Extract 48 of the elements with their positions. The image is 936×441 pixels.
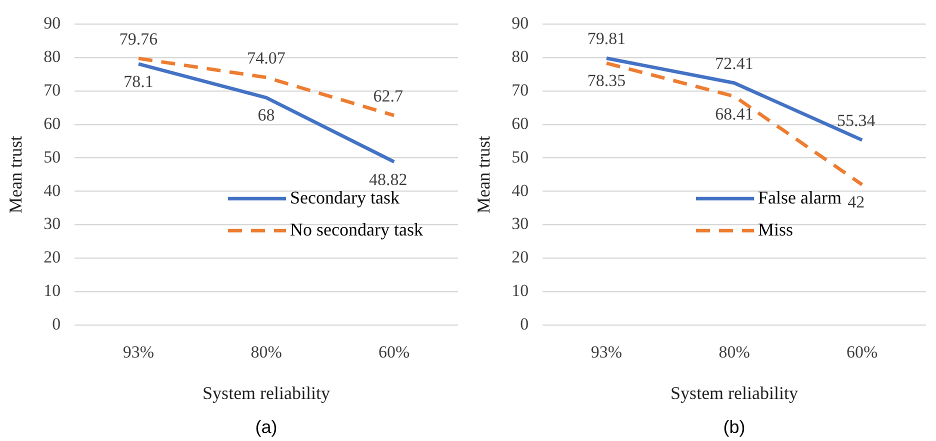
data-label: 78.35 [587,71,626,90]
x-axis-title: System reliability [670,382,798,403]
text: (b) [723,416,746,437]
x-tick-label: 60% [378,342,410,362]
data-label: 62.7 [373,86,404,106]
data-label: 48.82 [368,170,408,189]
y-axis-title: Mean trust [474,136,494,214]
legend-label: False alarm [758,187,842,208]
data-label: 68 [258,106,275,125]
y-tick-label: 20 [44,248,61,267]
x-tick-label: 60% [846,342,878,362]
x-tick-label: 93% [122,342,154,362]
x-tick-label: 80% [250,342,282,362]
data-label: 74.07 [247,48,286,68]
y-tick-label: 80 [512,47,529,66]
y-tick-label: 90 [512,14,529,33]
y-tick-label: 30 [512,214,529,234]
y-tick-label: 30 [44,214,61,234]
legend-label: No secondary task [290,219,423,240]
text: (a) [255,416,278,437]
legend-label: Secondary task [290,187,400,208]
legend-label: Miss [758,219,794,240]
y-tick-label: 80 [44,47,61,66]
y-tick-label: 10 [512,281,529,300]
data-label: 68.41 [715,104,754,124]
y-tick-label: 20 [512,248,529,267]
x-tick-label: 93% [590,342,622,362]
y-tick-label: 60 [512,114,529,133]
y-axis-title: Mean trust [6,136,26,214]
data-label: 79.81 [587,29,626,48]
data-label: 78.1 [124,72,154,91]
y-tick-label: 50 [512,147,529,166]
y-tick-label: 40 [512,180,529,200]
y-tick-label: 90 [44,14,61,33]
x-tick-label: 80% [718,342,750,362]
y-tick-label: 10 [44,281,61,300]
y-tick-label: 0 [520,314,529,334]
y-tick-label: 60 [44,114,61,133]
y-tick-label: 50 [44,147,61,166]
data-label: 79.76 [119,29,158,48]
y-tick-label: 40 [44,180,61,200]
data-label: 72.41 [715,54,754,73]
y-tick-label: 0 [52,314,61,334]
data-label: 42 [848,192,865,212]
data-label: 55.34 [836,111,876,130]
y-tick-label: 70 [512,80,529,100]
x-axis-title: System reliability [202,382,330,403]
y-tick-label: 70 [44,80,61,100]
